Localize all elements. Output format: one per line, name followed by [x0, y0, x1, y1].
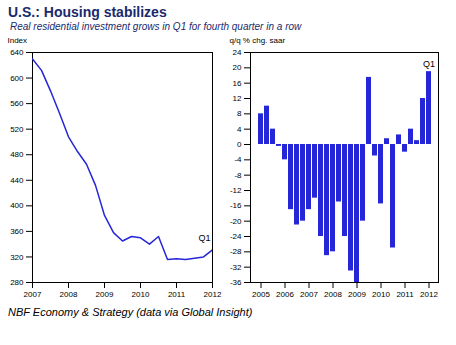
- svg-text:2009: 2009: [96, 290, 114, 299]
- svg-text:-20: -20: [230, 217, 242, 226]
- svg-text:480: 480: [10, 150, 24, 159]
- svg-text:320: 320: [10, 253, 24, 262]
- svg-text:8: 8: [237, 109, 242, 118]
- svg-text:400: 400: [10, 201, 24, 210]
- svg-text:600: 600: [10, 74, 24, 83]
- svg-text:16: 16: [233, 79, 242, 88]
- svg-text:2012: 2012: [204, 290, 222, 299]
- svg-text:-12: -12: [230, 186, 242, 195]
- svg-text:640: 640: [10, 48, 24, 57]
- html-text:U.S.: Housing stabilizes: U.S.: Housing stabilizes: [8, 4, 167, 20]
- svg-text:520: 520: [10, 125, 24, 134]
- svg-text:2010: 2010: [132, 290, 150, 299]
- svg-text:Q1: Q1: [198, 233, 210, 243]
- svg-text:4: 4: [237, 125, 242, 134]
- svg-text:2010: 2010: [372, 290, 390, 299]
- svg-text:2007: 2007: [300, 290, 318, 299]
- svg-text:2005: 2005: [252, 290, 270, 299]
- svg-text:360: 360: [10, 227, 24, 236]
- svg-text:-28: -28: [230, 247, 242, 256]
- svg-text:-32: -32: [230, 263, 242, 272]
- html-text:NBF Economy & Strategy (data v: NBF Economy & Strategy (data via Global …: [8, 306, 253, 318]
- svg-text:-24: -24: [230, 232, 242, 241]
- svg-text:2012: 2012: [420, 290, 438, 299]
- svg-text:560: 560: [10, 99, 24, 108]
- svg-text:280: 280: [10, 278, 24, 287]
- svg-text:-16: -16: [230, 201, 242, 210]
- svg-text:2006: 2006: [276, 290, 294, 299]
- svg-text:2007: 2007: [24, 290, 42, 299]
- svg-text:-36: -36: [230, 278, 242, 287]
- svg-text:2011: 2011: [168, 290, 186, 299]
- svg-text:24: 24: [233, 48, 242, 57]
- svg-text:q/q % chg. saar: q/q % chg. saar: [230, 36, 286, 45]
- svg-text:440: 440: [10, 176, 24, 185]
- svg-text:2009: 2009: [348, 290, 366, 299]
- svg-text:2008: 2008: [60, 290, 78, 299]
- svg-text:20: 20: [233, 63, 242, 72]
- html-text:Real residential investment gr: Real residential investment grows in Q1 …: [10, 21, 302, 32]
- svg-text:-4: -4: [234, 155, 242, 164]
- svg-text:Index: Index: [8, 36, 28, 45]
- svg-text:2008: 2008: [324, 290, 342, 299]
- svg-text:12: 12: [233, 94, 242, 103]
- svg-text:-8: -8: [234, 171, 242, 180]
- svg-text:0: 0: [237, 140, 242, 149]
- svg-text:2011: 2011: [396, 290, 414, 299]
- svg-text:Q1: Q1: [423, 59, 435, 69]
